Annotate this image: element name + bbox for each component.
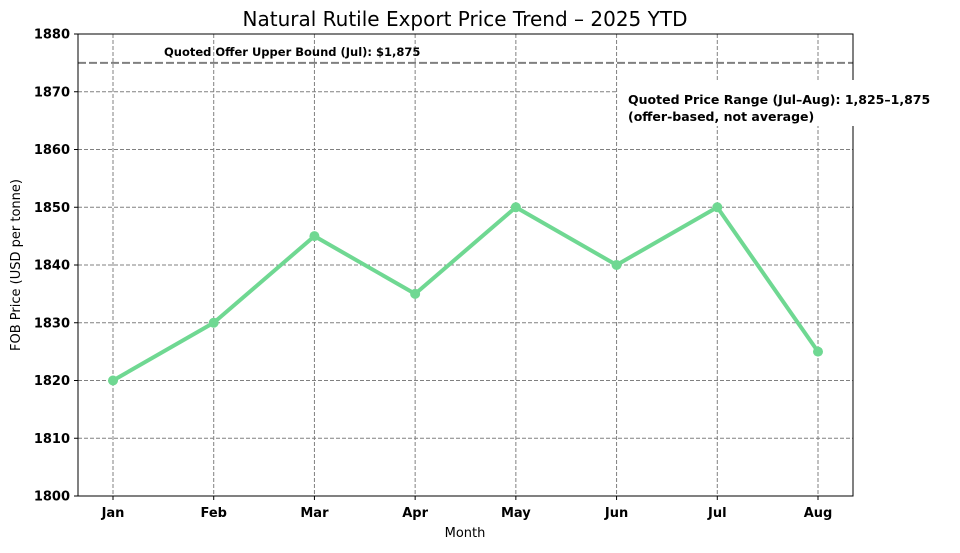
annotation-line-1: Quoted Price Range (Jul–Aug): 1,825–1,87… <box>628 92 930 107</box>
x-tick-label: Aug <box>804 506 833 521</box>
x-axis-label: Month <box>445 526 486 541</box>
y-tick-label: 1810 <box>34 432 70 447</box>
data-point <box>208 317 219 328</box>
reference-line-label: Quoted Offer Upper Bound (Jul): $1,875 <box>164 45 420 59</box>
data-point <box>309 231 320 242</box>
data-point <box>510 202 521 213</box>
y-axis-label: FOB Price (USD per tonne) <box>9 179 24 351</box>
annotation-box <box>618 80 860 126</box>
reference-layer: Quoted Offer Upper Bound (Jul): $1,875 <box>78 45 853 64</box>
y-tick-label: 1860 <box>34 143 70 158</box>
data-point <box>108 375 118 386</box>
x-tick-label: Feb <box>200 506 226 521</box>
series-line <box>111 205 820 383</box>
data-point <box>611 260 622 270</box>
x-tick-label: May <box>501 506 531 521</box>
chart-title: Natural Rutile Export Price Trend – 2025… <box>243 7 688 31</box>
y-tick-label: 1800 <box>34 490 70 505</box>
x-tick-label: Apr <box>402 506 428 521</box>
y-tick-label: 1830 <box>34 316 70 331</box>
y-tick-label: 1850 <box>34 201 70 216</box>
y-tick-label: 1870 <box>34 85 70 100</box>
series-layer <box>108 202 823 386</box>
y-tick-label: 1840 <box>34 259 70 274</box>
tick-layer: 1800 1810 1820 1830 1840 1850 1860 1870 1880 Jan F… <box>34 28 833 522</box>
data-point <box>410 288 421 299</box>
data-point <box>712 202 723 213</box>
x-tick-label: Jan <box>101 506 125 521</box>
x-tick-label: Mar <box>300 506 329 521</box>
y-tick-label: 1880 <box>34 28 70 43</box>
annotation-layer: Quoted Price Range (Jul–Aug): 1,825–1,87… <box>618 80 930 126</box>
x-tick-label: Jul <box>707 506 727 521</box>
data-point <box>813 346 823 357</box>
x-tick-label: Jun <box>604 506 628 521</box>
annotation-line-2: (offer-based, not average) <box>628 109 814 124</box>
y-tick-label: 1820 <box>34 374 70 389</box>
